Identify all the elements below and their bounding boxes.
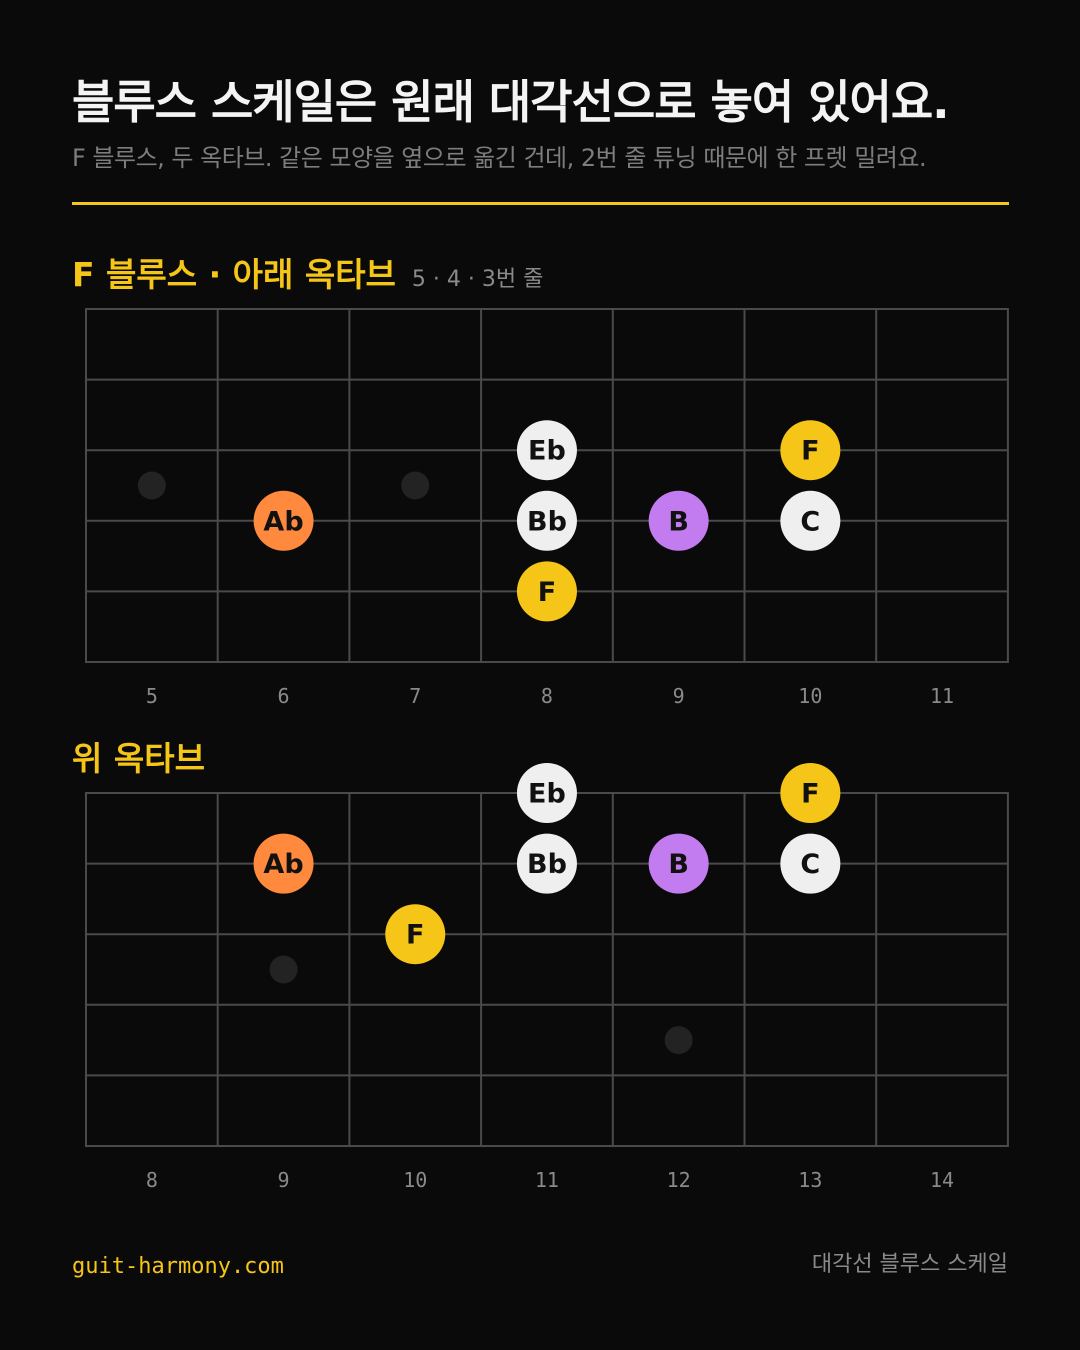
accent-divider xyxy=(72,202,1009,205)
page-subtitle: F 블루스, 두 옥타브. 같은 모양을 옆으로 옮긴 건데, 2번 줄 튜닝 … xyxy=(72,144,927,172)
note-label: Ab xyxy=(263,849,303,880)
footer-site: guit-harmony.com xyxy=(72,1254,284,1279)
fret-number: 7 xyxy=(409,684,421,708)
note-circle xyxy=(516,420,577,481)
scale-note-marker: B xyxy=(648,833,709,894)
note-label: F xyxy=(801,779,819,810)
note-circle xyxy=(648,490,709,551)
scale-note-marker: F xyxy=(516,561,577,622)
diagram-1-string-note: 5 · 4 · 3번 줄 xyxy=(411,267,544,292)
note-label: F xyxy=(801,436,819,467)
note-label: F xyxy=(406,920,424,951)
grid-border xyxy=(85,308,1009,663)
scale-note-marker: Ab xyxy=(253,833,314,894)
note-circle xyxy=(780,833,841,894)
fret-number: 14 xyxy=(930,1168,954,1192)
note-circle xyxy=(780,490,841,551)
note-label: B xyxy=(668,849,689,880)
fret-number: 10 xyxy=(798,684,822,708)
scale-note-marker: Eb xyxy=(516,763,577,823)
fret-number: 6 xyxy=(278,684,290,708)
fret-number: 9 xyxy=(278,1168,290,1192)
page-title: 블루스 스케일은 원래 대각선으로 놓여 있어요. xyxy=(72,75,950,129)
note-label: F xyxy=(538,577,556,608)
fret-inlay-dot xyxy=(664,1026,693,1055)
scale-note-marker: Bb xyxy=(516,490,577,551)
fret-inlay-dot xyxy=(401,471,430,500)
note-circle xyxy=(516,490,577,551)
note-circle xyxy=(253,833,314,894)
footer-series: 대각선 블루스 스케일 xyxy=(811,1252,1008,1277)
fret-number: 11 xyxy=(535,1168,559,1192)
scale-note-marker: Ab xyxy=(253,490,314,551)
fretboard-diagram-lower-octave: 5 6 7 8 9 10 11 Eb F Ab Bb B C F xyxy=(85,308,1009,708)
note-label: C xyxy=(800,849,820,880)
fret-inlay-dot xyxy=(137,471,166,500)
scale-note-marker: C xyxy=(780,833,841,894)
note-circle xyxy=(516,833,577,894)
scale-note-marker: F xyxy=(780,420,841,481)
fret-number: 12 xyxy=(667,1168,691,1192)
note-circle xyxy=(385,904,446,965)
note-label: Eb xyxy=(528,779,566,810)
note-label: Eb xyxy=(528,436,566,467)
scale-note-marker: Eb xyxy=(516,420,577,481)
diagram-1-title-text: F 블루스 · 아래 옥타브 xyxy=(72,255,396,294)
note-label: Ab xyxy=(263,506,303,537)
diagram-1-title: F 블루스 · 아래 옥타브 5 · 4 · 3번 줄 xyxy=(72,248,543,296)
note-circle xyxy=(253,490,314,551)
diagram-2-title-text: 위 옥타브 xyxy=(72,739,205,778)
note-circle xyxy=(780,420,841,481)
scale-note-marker: F xyxy=(780,763,841,823)
fret-inlay-dot xyxy=(269,955,298,984)
scale-note-marker: F xyxy=(385,904,446,965)
fret-number: 8 xyxy=(541,684,553,708)
scale-note-marker: C xyxy=(780,490,841,551)
note-label: Bb xyxy=(527,849,567,880)
diagram-2-title: 위 옥타브 xyxy=(72,732,205,780)
fret-number: 10 xyxy=(403,1168,427,1192)
fret-number: 9 xyxy=(673,684,685,708)
note-circle xyxy=(648,833,709,894)
fret-number: 13 xyxy=(798,1168,822,1192)
scale-note-marker: B xyxy=(648,490,709,551)
note-circle xyxy=(780,763,841,823)
note-label: B xyxy=(668,506,689,537)
note-circle xyxy=(516,561,577,622)
note-circle xyxy=(516,763,577,823)
scale-note-marker: Bb xyxy=(516,833,577,894)
fret-number: 11 xyxy=(930,684,954,708)
fret-number: 8 xyxy=(146,1168,158,1192)
fretboard-diagram-upper-octave: 8 9 10 11 12 13 14 Eb F Ab Bb B C F xyxy=(85,763,1009,1192)
note-label: C xyxy=(800,506,820,537)
fret-number: 5 xyxy=(146,684,158,708)
note-label: Bb xyxy=(527,506,567,537)
